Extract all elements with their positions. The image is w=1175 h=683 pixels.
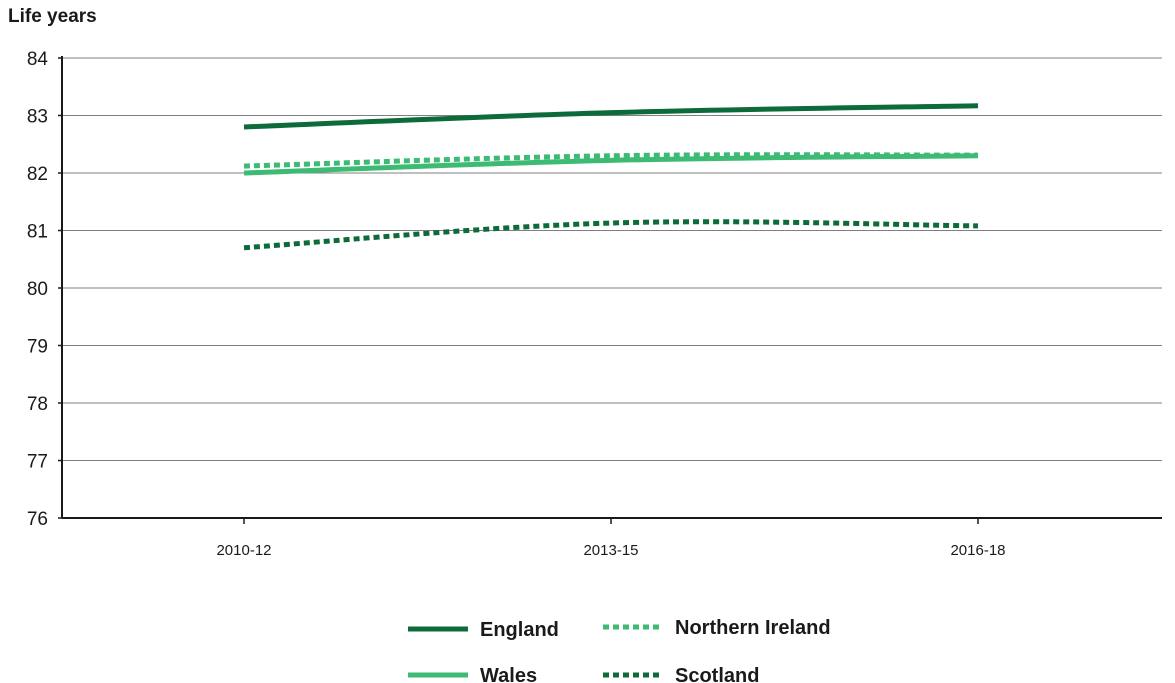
legend-label: Scotland <box>675 665 759 683</box>
x-tick-label: 2016-18 <box>950 542 1005 559</box>
y-tick-label: 81 <box>27 222 48 243</box>
axes <box>58 56 1162 524</box>
y-tick-labels: 76 77 78 79 80 81 82 83 84 <box>27 49 49 530</box>
legend: England Northern Ireland Wales Scotland <box>408 617 831 683</box>
series-line-wales <box>243 153 979 176</box>
legend-label: Northern Ireland <box>675 617 831 639</box>
y-tick-label: 83 <box>27 107 48 128</box>
y-tick-label: 82 <box>27 164 48 185</box>
y-tick-label: 79 <box>27 337 48 358</box>
y-tick-label: 77 <box>27 452 48 473</box>
x-tick-labels: 2010-12 2013-15 2016-18 <box>216 542 1005 559</box>
y-tick-label: 78 <box>27 394 48 415</box>
series-lines <box>243 103 979 251</box>
series-line-england <box>243 103 979 130</box>
gridlines <box>62 57 1162 461</box>
x-tick-label: 2013-15 <box>583 542 638 559</box>
y-tick-label: 80 <box>27 279 48 300</box>
legend-label: Wales <box>480 665 537 683</box>
y-tick-label: 76 <box>27 509 48 530</box>
y-tick-label: 84 <box>27 49 49 70</box>
y-axis-label: Life years <box>8 6 97 27</box>
series-line-scotland <box>243 219 979 251</box>
x-tick-label: 2010-12 <box>216 542 271 559</box>
legend-label: England <box>480 619 559 641</box>
